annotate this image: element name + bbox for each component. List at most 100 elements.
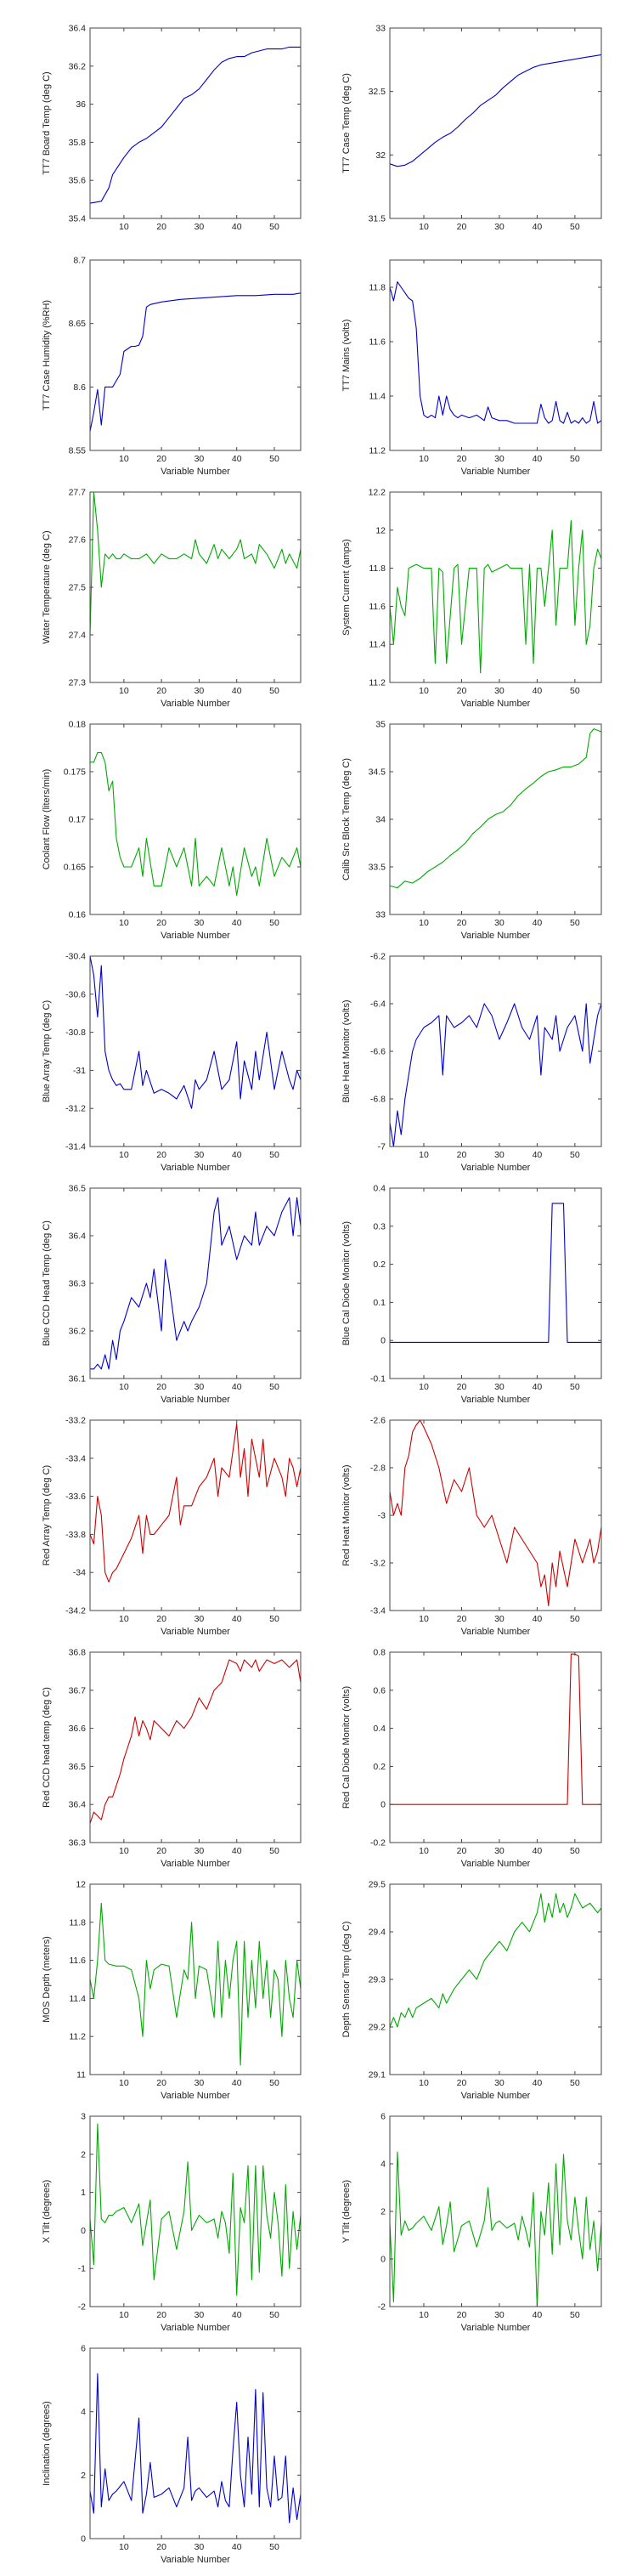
x-tick-label: 50 [570,222,580,232]
y-axis-label: TT7 Case Temp (deg C) [341,73,352,173]
x-tick-label: 50 [269,222,279,232]
y-tick-label: 8.6 [73,382,86,393]
x-tick-label: 50 [570,454,580,464]
x-tick-label: 10 [419,1846,429,1856]
y-tick-label: 2 [81,2149,86,2160]
x-tick-label: 30 [194,686,205,696]
series-line [90,2374,301,2522]
y-tick-label: 33 [375,24,386,34]
y-tick-label: 11 [76,2070,86,2081]
y-tick-label: 32 [375,150,386,161]
plot-frame [390,956,601,1146]
y-tick-label: 29.1 [369,2070,386,2081]
series-line [390,1203,601,1343]
x-axis-label: Variable Number [161,1395,230,1405]
plot-frame [90,2348,301,2539]
x-tick-label: 20 [156,1382,166,1392]
y-axis-label: Calib Src Block Temp (deg C) [341,758,352,880]
plot-frame [390,1420,601,1611]
x-tick-label: 20 [156,2078,166,2088]
series-line [90,293,301,432]
y-tick-label: 0 [81,2226,86,2236]
x-tick-label: 40 [232,2542,242,2552]
x-tick-label: 30 [194,918,205,928]
plot-frame [90,1420,301,1611]
y-axis-label: TT7 Case Humidity (%RH) [42,300,52,410]
y-tick-label: 0.175 [64,767,86,778]
y-tick-label: 11.8 [369,283,386,293]
y-tick-label: 36.3 [69,1279,87,1289]
x-axis-label: Variable Number [161,2555,230,2565]
x-tick-label: 10 [419,454,429,464]
y-tick-label: 11.2 [369,446,386,456]
y-tick-label: -0.2 [370,1838,386,1848]
x-tick-label: 20 [457,1382,467,1392]
y-axis-label: Blue Array Temp (deg C) [42,1000,52,1102]
x-tick-label: 30 [494,918,505,928]
x-tick-label: 10 [419,1614,429,1624]
x-tick-label: 30 [194,2078,205,2088]
y-tick-label: 27.3 [69,678,87,688]
x-axis-label: Variable Number [161,1627,230,1637]
x-tick-label: 50 [570,2078,580,2088]
y-tick-label: 0.8 [373,1648,386,1658]
y-tick-label: 36.7 [69,1685,87,1696]
y-axis-label: Blue Cal Diode Monitor (volts) [341,1221,352,1345]
y-tick-label: 36.4 [69,1231,87,1242]
x-tick-label: 10 [119,2310,129,2320]
y-tick-label: 0.2 [373,1762,386,1772]
x-tick-label: 20 [457,222,467,232]
x-tick-label: 30 [194,2542,205,2552]
y-tick-label: 0.1 [373,1298,386,1308]
x-tick-label: 50 [269,1382,279,1392]
y-tick-label: 36.5 [69,1184,87,1194]
x-tick-label: 50 [269,1614,279,1624]
y-tick-label: -6.4 [370,999,386,1010]
x-tick-label: 50 [570,1382,580,1392]
series-line [390,1420,601,1605]
y-tick-label: 1 [81,2188,86,2198]
series-line [90,956,301,1108]
x-tick-label: 30 [194,454,205,464]
y-tick-label: 27.4 [69,631,87,641]
y-tick-label: -6.6 [370,1047,386,1057]
y-tick-label: 0 [381,2255,386,2265]
y-tick-label: 0 [381,1336,386,1346]
y-tick-label: 34.5 [369,767,386,778]
y-axis-label: Y Tilt (degrees) [341,2180,352,2243]
y-axis-label: Inclination (degrees) [42,2401,52,2486]
plot-frame [90,1188,301,1379]
x-axis-label: Variable Number [461,1627,531,1637]
y-tick-label: 35 [375,720,386,730]
y-tick-label: 27.7 [69,488,87,498]
y-tick-label: 0.4 [373,1184,386,1194]
x-tick-label: 40 [232,1846,242,1856]
series-line [90,1197,301,1369]
series-line [90,2124,301,2296]
x-tick-label: 50 [570,918,580,928]
y-tick-label: 36.6 [69,1724,87,1734]
y-tick-label: 6 [381,2112,386,2122]
y-tick-label: 8.7 [73,256,86,266]
x-tick-label: 20 [457,2078,467,2088]
x-tick-label: 40 [232,454,242,464]
y-tick-label: 6 [81,2344,86,2354]
x-tick-label: 10 [119,1150,129,1160]
x-tick-label: 40 [232,1614,242,1624]
y-tick-label: 36.1 [69,1374,87,1384]
x-tick-label: 30 [494,1382,505,1392]
y-tick-label: -6.8 [370,1095,386,1105]
y-tick-label: 12 [375,525,386,535]
x-tick-label: 40 [232,918,242,928]
plot-frame [390,724,601,914]
x-axis-label: Variable Number [461,1395,531,1405]
